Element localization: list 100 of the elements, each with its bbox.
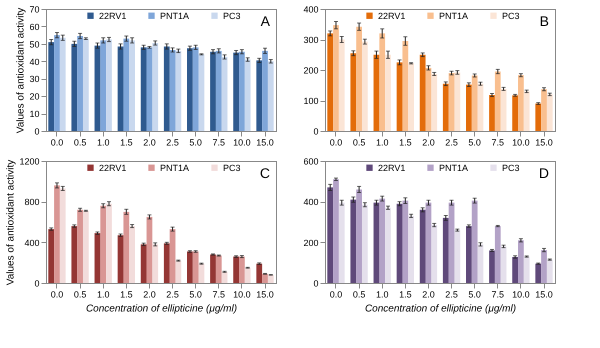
- legend-label: PC3: [223, 10, 241, 21]
- legend-label: 22RV1: [99, 10, 126, 21]
- bar: [535, 104, 542, 131]
- annotation: C: [260, 165, 270, 181]
- y-axis-title: Values of antioxidant activity: [5, 160, 16, 286]
- x-tick-label: 1.5: [120, 290, 133, 300]
- x-tick-label: 7.5: [212, 138, 226, 148]
- x-tick-label: 1.0: [376, 290, 388, 300]
- x-tick-label: 5.0: [189, 290, 202, 300]
- x-tick-label: 1.0: [96, 138, 110, 148]
- bar: [123, 212, 130, 283]
- bar: [379, 198, 386, 283]
- bar: [500, 88, 506, 131]
- x-tick-label: 0.0: [50, 138, 64, 148]
- x-axis-title: Concentration of ellipticine (μg/ml): [86, 304, 238, 314]
- bar: [256, 264, 262, 283]
- bar: [518, 75, 524, 131]
- bar: [512, 95, 518, 131]
- bar: [146, 216, 152, 283]
- x-tick-label: 1.5: [399, 138, 412, 148]
- bar: [244, 60, 251, 131]
- bar: [500, 246, 506, 283]
- bar: [494, 72, 501, 131]
- legend-label: PNT1A: [439, 10, 468, 21]
- y-tick-label: 30: [29, 74, 40, 84]
- x-tick-label: 5.0: [468, 138, 481, 148]
- x-tick-label: 10.0: [512, 290, 530, 300]
- y-tick-label: 1200: [19, 156, 40, 166]
- bar: [489, 95, 495, 131]
- y-tick-label: 0: [34, 126, 40, 136]
- x-tick-label: 1.0: [376, 138, 388, 148]
- x-tick-label: 2.5: [445, 290, 458, 300]
- legend-label: 22RV1: [99, 162, 126, 173]
- bar: [198, 264, 204, 283]
- x-tick-label: 2.0: [422, 290, 435, 300]
- y-tick-label: 100: [303, 96, 318, 106]
- bar: [233, 52, 240, 131]
- bar: [338, 40, 345, 131]
- bar: [170, 229, 176, 283]
- y-tick-label: 600: [303, 156, 318, 166]
- bar: [333, 179, 339, 283]
- bar: [216, 256, 222, 283]
- bar: [175, 260, 182, 283]
- bar: [100, 40, 106, 131]
- bar: [478, 244, 484, 283]
- bar: [426, 202, 432, 283]
- legend-label: PC3: [502, 10, 520, 21]
- bar: [140, 244, 147, 283]
- bar: [146, 47, 152, 131]
- bar: [546, 94, 553, 131]
- bar: [71, 44, 78, 131]
- bar: [374, 202, 380, 283]
- bar: [431, 225, 438, 283]
- y-tick-label: 300: [303, 35, 318, 45]
- bar: [338, 202, 345, 283]
- bar: [210, 52, 216, 131]
- bar: [60, 188, 66, 283]
- bar: [129, 40, 135, 131]
- y-tick-label: 10: [29, 109, 40, 120]
- bar: [268, 61, 274, 131]
- bar: [333, 25, 339, 131]
- bar: [82, 210, 89, 283]
- x-tick-label: 5.0: [468, 290, 481, 300]
- bar: [489, 250, 495, 283]
- bar: [362, 42, 368, 131]
- x-tick-label: 7.5: [492, 290, 504, 300]
- bar: [170, 50, 176, 131]
- bar: [472, 75, 478, 131]
- bar: [454, 72, 460, 131]
- bar: [268, 274, 274, 283]
- x-tick-label: 15.0: [535, 290, 553, 300]
- y-axis-title: Values of antioxidant activity: [15, 8, 26, 134]
- bar: [100, 206, 106, 283]
- bar: [356, 26, 362, 131]
- bar: [198, 54, 204, 131]
- bar: [239, 52, 245, 131]
- y-tick-label: 70: [29, 4, 40, 14]
- bar: [541, 250, 547, 283]
- bar: [420, 54, 426, 131]
- y-tick-label: 20: [29, 92, 40, 102]
- bar: [71, 226, 78, 283]
- y-tick-label: 400: [303, 4, 318, 14]
- bar: [524, 91, 530, 131]
- annotation: B: [540, 13, 549, 29]
- bar: [239, 256, 245, 283]
- bar: [106, 204, 112, 283]
- bar: [256, 60, 262, 131]
- bar: [402, 200, 408, 283]
- bar: [362, 204, 368, 283]
- bar: [192, 47, 199, 131]
- y-tick-label: 200: [303, 238, 318, 248]
- bar: [123, 38, 130, 131]
- bar: [478, 84, 484, 131]
- bar: [222, 272, 228, 283]
- x-tick-label: 2.5: [166, 290, 179, 300]
- y-tick-label: 60: [29, 22, 40, 32]
- bar: [164, 243, 170, 283]
- bar: [77, 36, 83, 131]
- bar: [327, 33, 334, 131]
- bar: [54, 185, 60, 283]
